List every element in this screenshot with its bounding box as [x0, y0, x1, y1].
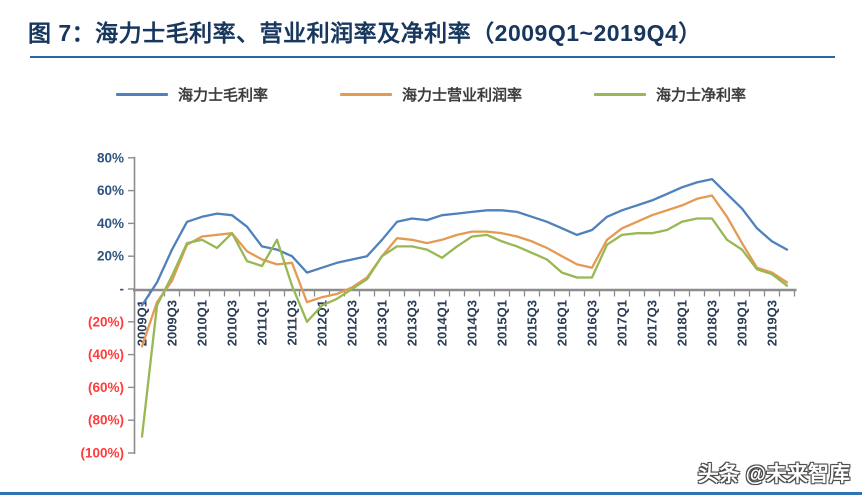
svg-text:2014Q1: 2014Q1 [435, 300, 450, 346]
svg-text:2014Q3: 2014Q3 [465, 300, 480, 346]
svg-text:2012Q1: 2012Q1 [315, 300, 330, 346]
svg-text:(40%): (40%) [88, 347, 124, 362]
svg-text:(20%): (20%) [88, 314, 124, 329]
svg-text:2012Q3: 2012Q3 [345, 300, 360, 346]
svg-text:2013Q1: 2013Q1 [375, 300, 390, 346]
legend-item-net-margin: 海力士净利率 [594, 84, 746, 105]
svg-text:2016Q3: 2016Q3 [585, 300, 600, 346]
svg-text:2018Q3: 2018Q3 [705, 300, 720, 346]
svg-text:(100%): (100%) [80, 446, 124, 461]
svg-text:2010Q3: 2010Q3 [225, 300, 240, 346]
legend-line-swatch-gross [115, 93, 168, 96]
watermark-toutiao: 头条 @未来智库 [697, 463, 850, 486]
legend-line-swatch-operating [339, 93, 392, 96]
legend-item-operating-margin: 海力士营业利润率 [339, 84, 522, 105]
legend-label-operating: 海力士营业利润率 [401, 87, 522, 104]
svg-text:2018Q1: 2018Q1 [675, 300, 690, 346]
svg-text:(80%): (80%) [88, 413, 124, 428]
svg-text:2016Q1: 2016Q1 [555, 300, 570, 346]
svg-text:60%: 60% [97, 183, 124, 198]
legend-item-gross-margin: 海力士毛利率 [115, 84, 268, 105]
svg-text:2019Q3: 2019Q3 [765, 300, 780, 346]
legend-line-swatch-net [594, 93, 646, 96]
svg-text:2009Q1: 2009Q1 [135, 300, 150, 346]
legend-label-net: 海力士净利率 [656, 87, 747, 104]
title-underline [30, 56, 835, 58]
svg-text:-: - [120, 282, 125, 297]
svg-text:2017Q3: 2017Q3 [645, 300, 660, 346]
legend-label-gross: 海力士毛利率 [177, 87, 268, 104]
svg-text:20%: 20% [97, 249, 124, 264]
bottom-border-rule [0, 492, 862, 495]
svg-text:2009Q3: 2009Q3 [165, 300, 180, 346]
svg-text:2013Q3: 2013Q3 [405, 300, 420, 346]
svg-text:2010Q1: 2010Q1 [195, 300, 210, 346]
svg-text:2017Q1: 2017Q1 [615, 300, 630, 346]
svg-text:(60%): (60%) [88, 380, 124, 395]
svg-text:2019Q1: 2019Q1 [735, 300, 750, 346]
svg-text:2011Q3: 2011Q3 [285, 300, 300, 346]
svg-text:2011Q1: 2011Q1 [255, 300, 270, 346]
svg-text:2015Q3: 2015Q3 [525, 300, 540, 346]
svg-text:40%: 40% [97, 216, 124, 231]
svg-text:80%: 80% [97, 150, 124, 165]
svg-text:2015Q1: 2015Q1 [495, 300, 510, 346]
chart-legend: 海力士毛利率 海力士营业利润率 海力士净利率 [0, 84, 862, 105]
figure-title: 图 7：海力士毛利率、营业利润率及净利率（2009Q1~2019Q4） [28, 20, 702, 46]
